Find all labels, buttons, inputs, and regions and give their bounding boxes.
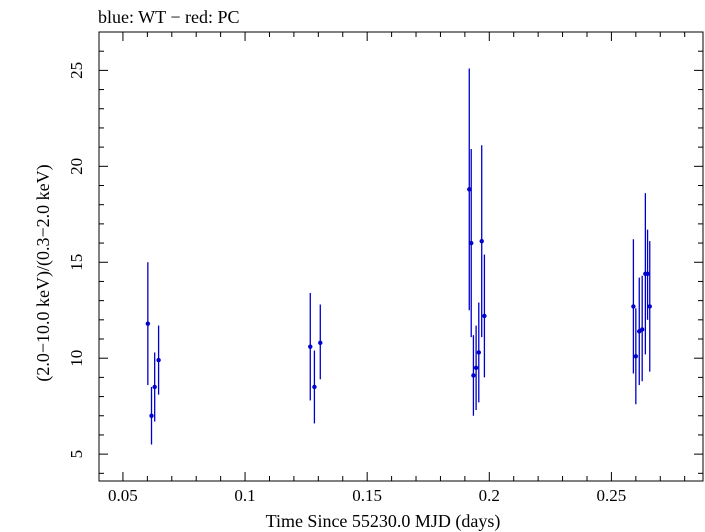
x-tick-label: 0.25 [597,486,627,505]
data-marker [152,384,157,390]
data-point [633,308,639,405]
data-point [647,241,652,372]
data-marker [631,304,636,309]
y-tick-label: 25 [67,62,86,79]
data-point [476,302,481,403]
data-marker [318,340,323,346]
data-series [145,68,652,445]
x-axis-label: Time Since 55230.0 MJD (days) [266,511,501,532]
data-marker [149,413,154,418]
y-axis: 5 10 15 20 25 [67,31,703,474]
y-tick-label: 20 [67,158,86,175]
data-point [631,239,636,374]
plot-frame [98,31,704,482]
data-marker [145,321,151,326]
data-marker [647,304,652,309]
data-point [639,275,645,382]
y-tick-label: 15 [67,254,86,271]
data-point [312,350,317,424]
data-marker [639,327,645,332]
data-marker [633,354,639,359]
data-point [471,335,476,416]
data-point [479,145,484,338]
data-point [152,352,157,422]
data-point [318,304,323,380]
y-tick-label: 10 [67,350,86,367]
data-point [473,325,479,411]
x-tick-label: 0.15 [352,486,382,505]
data-marker [473,365,479,370]
data-marker [469,240,474,246]
data-marker [476,350,481,355]
data-point [482,254,487,378]
data-marker [645,271,650,276]
data-marker [479,238,484,244]
x-tick-label: 0.1 [234,486,255,505]
y-tick-label: 5 [67,450,86,459]
x-axis: 0.05 0.1 0.15 0.2 0.25 [108,32,686,505]
data-point [156,325,161,395]
chart-title: blue: WT − red: PC [98,7,239,27]
data-marker [482,313,487,319]
data-point [145,262,151,386]
data-point [149,386,154,445]
data-point [645,229,650,320]
data-marker [308,344,313,349]
data-marker [312,384,317,390]
y-axis-label: (2.0−10.0 keV)/(0.3−2.0 keV) [33,164,54,381]
data-marker [156,357,161,363]
data-point [308,292,313,401]
data-marker [467,187,472,192]
x-tick-label: 0.2 [479,486,500,505]
data-point [469,149,474,338]
data-point [637,277,642,386]
data-marker [471,373,476,378]
x-tick-label: 0.05 [108,486,138,505]
data-point [467,68,472,311]
